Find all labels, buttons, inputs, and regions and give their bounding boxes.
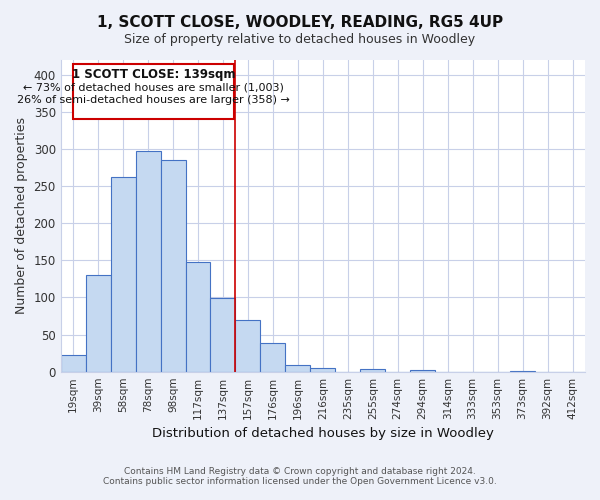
- Bar: [510, 371, 535, 372]
- Bar: [61, 356, 86, 372]
- X-axis label: Distribution of detached houses by size in Woodley: Distribution of detached houses by size …: [152, 427, 494, 440]
- Bar: [161, 160, 185, 372]
- Y-axis label: Number of detached properties: Number of detached properties: [15, 118, 28, 314]
- Text: ← 73% of detached houses are smaller (1,003): ← 73% of detached houses are smaller (1,…: [23, 82, 284, 92]
- Text: 1 SCOTT CLOSE: 139sqm: 1 SCOTT CLOSE: 139sqm: [72, 68, 235, 80]
- Bar: [110, 176, 136, 372]
- Bar: [185, 262, 211, 372]
- Bar: [286, 365, 310, 372]
- Text: Contains public sector information licensed under the Open Government Licence v3: Contains public sector information licen…: [103, 477, 497, 486]
- Text: Size of property relative to detached houses in Woodley: Size of property relative to detached ho…: [124, 32, 476, 46]
- Bar: [360, 368, 385, 372]
- Text: Contains HM Land Registry data © Crown copyright and database right 2024.: Contains HM Land Registry data © Crown c…: [124, 467, 476, 476]
- Bar: [310, 368, 335, 372]
- Bar: [86, 275, 110, 372]
- Bar: [211, 298, 235, 372]
- Text: 1, SCOTT CLOSE, WOODLEY, READING, RG5 4UP: 1, SCOTT CLOSE, WOODLEY, READING, RG5 4U…: [97, 15, 503, 30]
- Bar: [260, 344, 286, 371]
- Bar: [136, 150, 161, 372]
- Text: 26% of semi-detached houses are larger (358) →: 26% of semi-detached houses are larger (…: [17, 94, 290, 104]
- Bar: [235, 320, 260, 372]
- Bar: [410, 370, 435, 372]
